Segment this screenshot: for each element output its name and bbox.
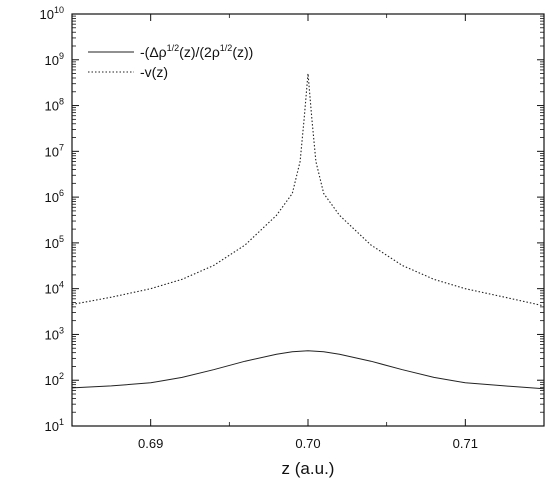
legend-label-2: -v(z) — [140, 64, 168, 80]
x-axis: 0.69 0.70 0.71 — [71, 14, 545, 451]
series-layer — [71, 73, 545, 390]
series-line-1 — [71, 350, 545, 390]
y-tick-label: 103 — [45, 325, 64, 342]
y-axis: 101 102 103 104 105 106 107 108 109 1010 — [40, 5, 544, 434]
y-tick-label: 1010 — [40, 5, 64, 22]
x-tick-label: 0.69 — [138, 436, 163, 451]
y-tick-label: 101 — [45, 417, 64, 434]
series-line-2 — [71, 73, 545, 307]
x-tick-label: 0.70 — [295, 436, 320, 451]
y-tick-label: 108 — [45, 97, 64, 114]
x-axis-label: z (a.u.) — [282, 459, 335, 478]
legend-label-1: -(Δρ1/2(z)/(2ρ1/2(z)) — [140, 43, 253, 60]
legend: -(Δρ1/2(z)/(2ρ1/2(z)) -v(z) — [88, 43, 253, 80]
y-tick-label: 107 — [45, 142, 64, 159]
y-tick-label: 106 — [45, 188, 64, 205]
y-tick-label: 109 — [45, 51, 64, 68]
y-tick-label: 104 — [45, 280, 64, 297]
x-tick-label: 0.71 — [453, 436, 478, 451]
y-tick-label: 105 — [45, 234, 64, 251]
y-tick-label: 102 — [45, 371, 64, 388]
